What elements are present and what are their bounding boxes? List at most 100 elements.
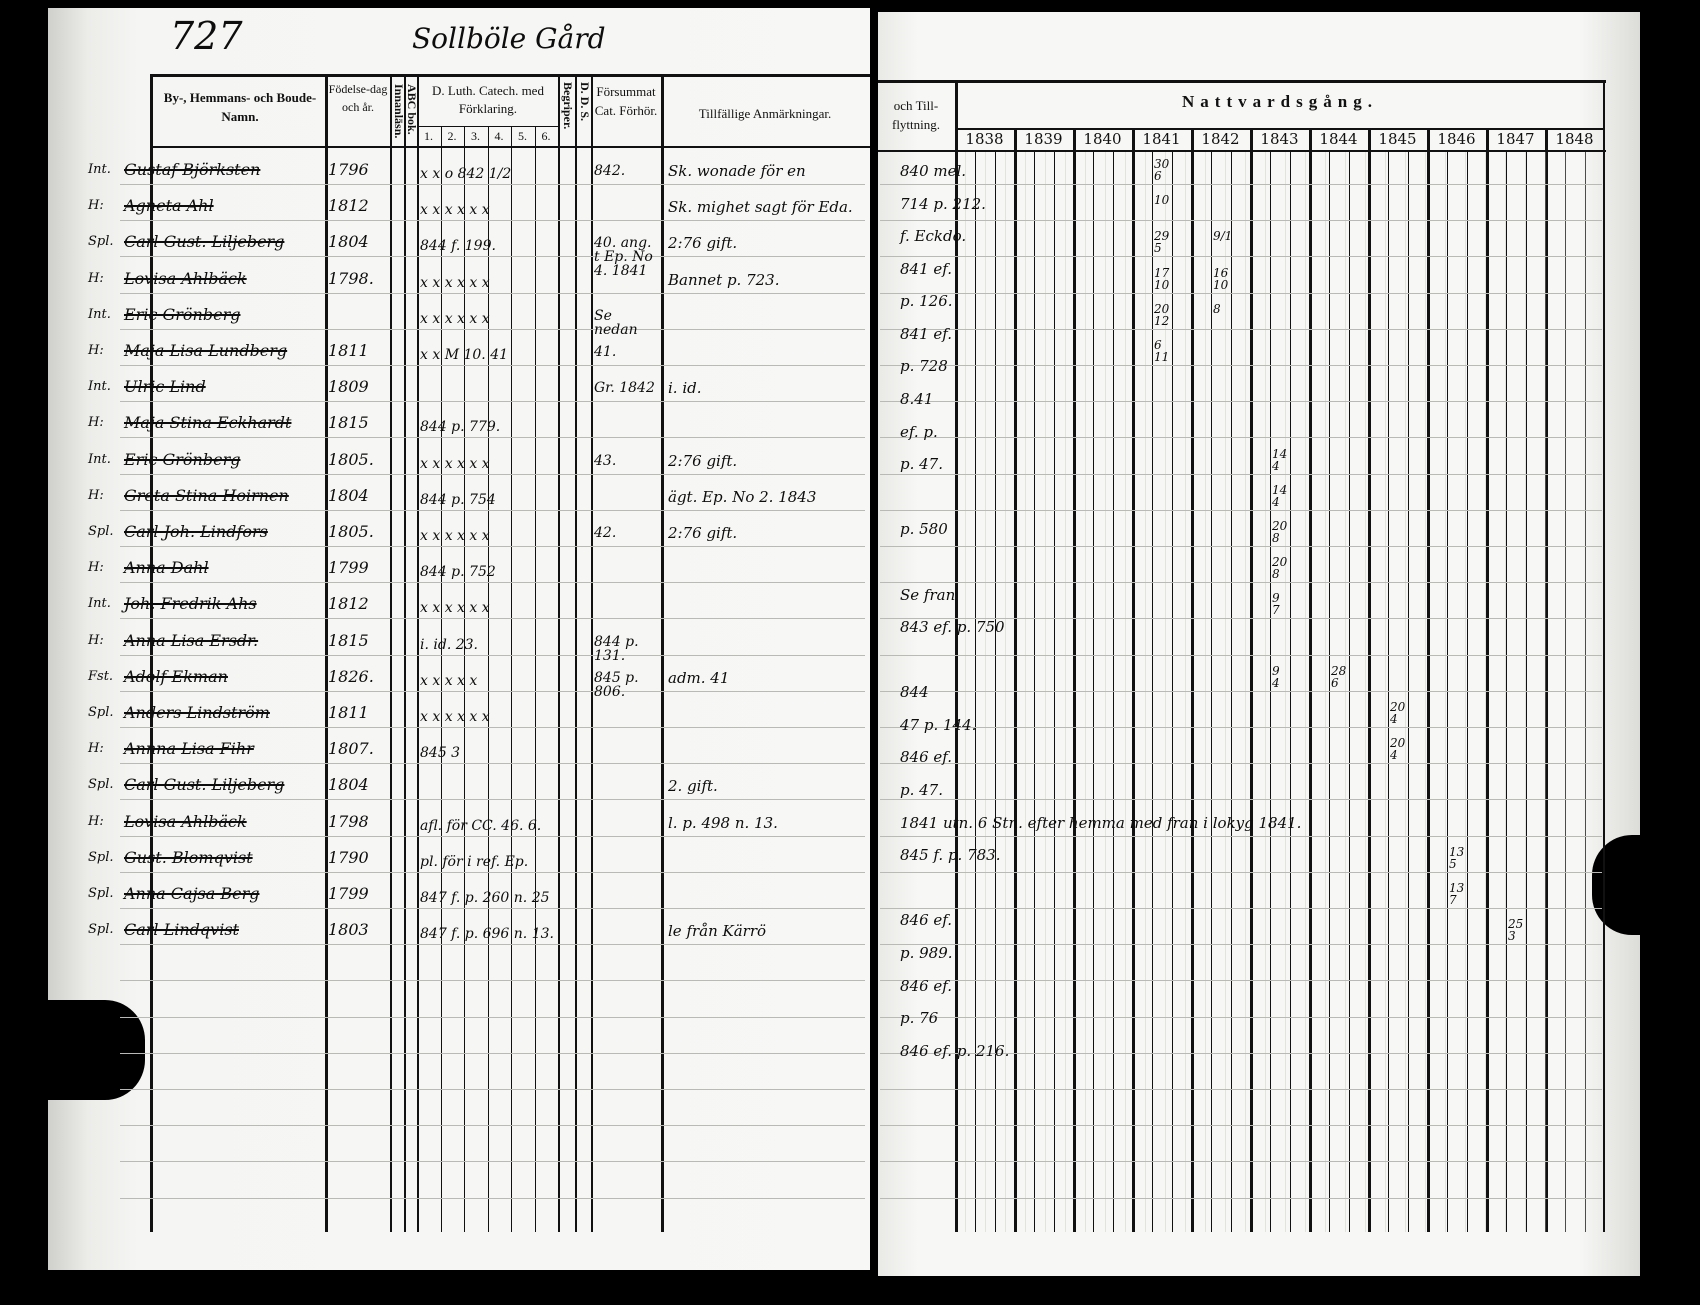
communion-mark: 28 6 bbox=[1331, 663, 1347, 690]
year-column-line bbox=[1073, 128, 1076, 1232]
entry-title: H: bbox=[88, 487, 104, 503]
entry-title: Spl. bbox=[88, 524, 114, 539]
entry-birth: 1805. bbox=[328, 449, 374, 469]
entry-remark: 2:76 gift. bbox=[668, 234, 738, 253]
entry-catechism: x x o 842 1/2 bbox=[420, 166, 512, 182]
entry-remark: adm. 41 bbox=[668, 668, 730, 687]
entry-catechism: 844 p. 752 bbox=[420, 564, 496, 581]
row-line bbox=[880, 437, 1602, 439]
entry-name: Anna Cajsa Berg bbox=[124, 884, 260, 903]
entry-name: Eric Grönberg bbox=[124, 449, 241, 469]
communion-mark: 20 8 bbox=[1272, 555, 1288, 582]
grid-line bbox=[1285, 152, 1286, 1232]
header-name: By-, Hemmans- och Boude-Namn. bbox=[163, 90, 317, 124]
catech-sub-line bbox=[487, 126, 489, 1232]
row-line bbox=[120, 546, 865, 547]
grid-line bbox=[1425, 152, 1426, 1232]
communion-mark: 9 4 bbox=[1272, 663, 1280, 690]
entry-birth: 1803 bbox=[328, 920, 369, 940]
header-forsummat: Försummat Cat. Förhör. bbox=[594, 84, 658, 118]
row-line bbox=[120, 401, 865, 403]
row-line bbox=[120, 256, 865, 258]
entry-name: Maja Lisa Lundberg bbox=[124, 341, 288, 360]
grid-line bbox=[1025, 152, 1026, 1232]
row-line bbox=[880, 582, 1602, 584]
entry-name: Carl Lindqvist bbox=[124, 920, 239, 940]
entry-name: Ulric Lind bbox=[124, 377, 206, 397]
entry-title: Spl. bbox=[88, 886, 114, 901]
catechism-subheader: 1. bbox=[424, 129, 433, 143]
entry-forsummat: 842. bbox=[594, 163, 626, 179]
entry-forsummat: 42. bbox=[594, 525, 617, 541]
catechism-subheader: 3. bbox=[471, 129, 480, 143]
grid-line bbox=[1585, 152, 1586, 1232]
row-line bbox=[880, 618, 1602, 620]
grid-line bbox=[1505, 152, 1506, 1232]
row-line bbox=[880, 365, 1602, 366]
grid-line bbox=[1305, 152, 1306, 1232]
entry-remark: 2. gift. bbox=[668, 777, 718, 796]
row-line bbox=[120, 509, 865, 511]
entry-moving: p. 580 bbox=[900, 520, 948, 539]
year-header: 1846 bbox=[1437, 130, 1476, 148]
catech-sub-line bbox=[464, 126, 465, 1232]
row-line bbox=[880, 1197, 1602, 1199]
row-line bbox=[880, 1052, 1602, 1054]
entry-name: Maja Stina Eckhardt bbox=[124, 413, 292, 433]
row-line bbox=[880, 292, 1602, 294]
entry-name: Anna Lisa Ersdr. bbox=[124, 630, 259, 650]
entry-forsummat: 41. bbox=[594, 344, 617, 360]
entry-name: Anna Dahl bbox=[124, 558, 209, 578]
grid-line bbox=[1525, 152, 1526, 1232]
row-line bbox=[880, 328, 1602, 330]
entry-remark: le från Kärrö bbox=[668, 922, 767, 941]
entry-catechism: 844 p. 779. bbox=[420, 419, 501, 436]
row-line bbox=[120, 1161, 865, 1163]
column-line bbox=[417, 76, 419, 1232]
entry-title: H: bbox=[88, 632, 104, 648]
entry-moving: 840 mel. bbox=[900, 162, 967, 180]
grid-line bbox=[1545, 152, 1546, 1232]
row-line bbox=[120, 618, 865, 620]
entry-catechism: x x x x x x bbox=[420, 310, 490, 327]
entry-birth: 1804 bbox=[328, 485, 369, 505]
entry-remark: ägt. Ep. No 2. 1843 bbox=[668, 487, 817, 506]
entry-moving: 714 p. 212. bbox=[900, 194, 986, 213]
farm-title: Sollböle Gård bbox=[412, 22, 606, 55]
column-line bbox=[558, 76, 560, 1232]
entry-moving: 846 ef. bbox=[900, 976, 953, 995]
row-line bbox=[120, 799, 865, 801]
column-line bbox=[575, 76, 577, 1232]
header-rule-right bbox=[878, 150, 1606, 152]
entry-remark: l. p. 498 n. 13. bbox=[668, 813, 778, 832]
communion-mark: 10 bbox=[1154, 193, 1170, 208]
entry-remark: 2:76 gift. bbox=[668, 451, 738, 470]
row-line bbox=[120, 437, 865, 439]
row-line bbox=[880, 1016, 1602, 1018]
row-line bbox=[880, 1089, 1602, 1090]
entry-name: Adolf Ekman bbox=[124, 666, 228, 686]
year-rule bbox=[955, 128, 1605, 130]
year-header: 1843 bbox=[1260, 130, 1299, 148]
entry-birth: 1805. bbox=[328, 522, 374, 541]
page-damage-left bbox=[40, 1000, 145, 1100]
header-catechism: D. Luth. Catech. med Förklaring. bbox=[432, 83, 544, 116]
row-line bbox=[120, 1052, 865, 1054]
entry-catechism: 844 f. 199. bbox=[420, 238, 496, 255]
grid-line bbox=[1185, 152, 1186, 1232]
row-line bbox=[880, 1125, 1602, 1127]
entry-remark: Sk. wonade för en bbox=[668, 162, 806, 180]
page-number: 727 bbox=[170, 14, 243, 58]
communion-mark: 20 12 bbox=[1154, 301, 1170, 328]
row-line bbox=[120, 1089, 865, 1090]
grid-line bbox=[1365, 152, 1366, 1232]
communion-mark: 30 6 bbox=[1154, 157, 1170, 183]
entry-catechism: 847 f. p. 696 n. 13. bbox=[420, 926, 554, 943]
communion-mark: 8 bbox=[1213, 301, 1221, 316]
communion-mark: 9 7 bbox=[1272, 591, 1280, 618]
entry-forsummat: Gr. 1842 bbox=[594, 380, 655, 397]
grid-line bbox=[1345, 152, 1346, 1232]
entry-birth: 1790 bbox=[328, 847, 369, 867]
year-column-line bbox=[1132, 128, 1135, 1232]
year-column-line bbox=[1309, 128, 1312, 1232]
